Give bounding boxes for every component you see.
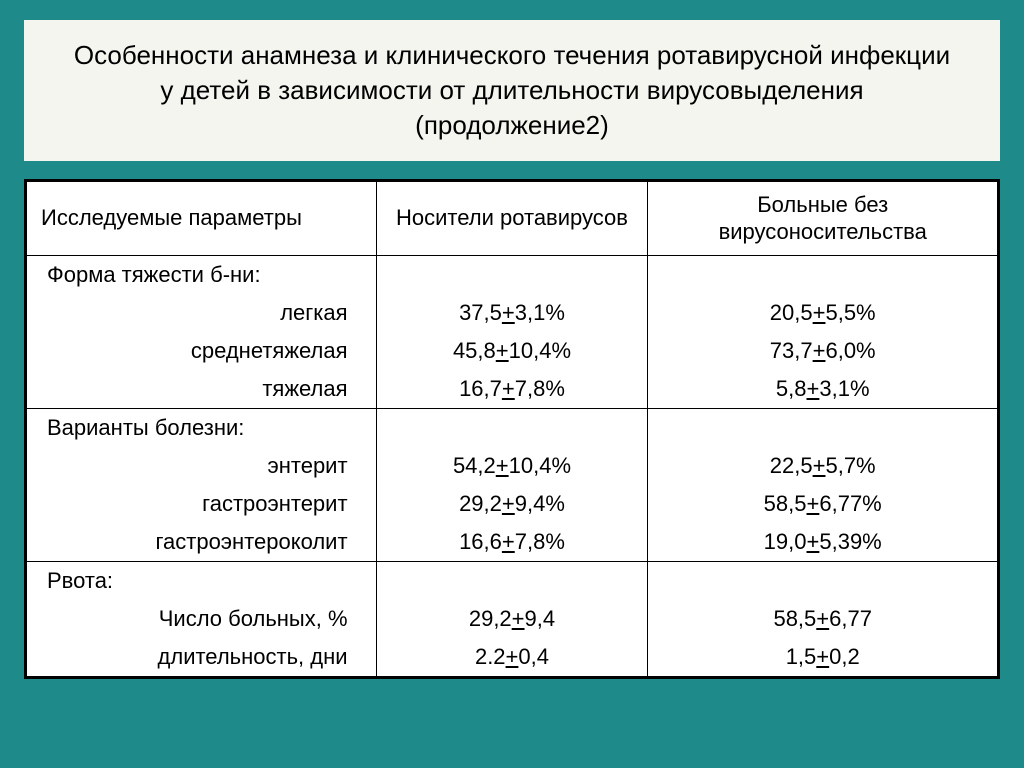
cell-no-carriers: 58,5+6,77 [648,600,998,638]
table-row: Варианты болезни: [27,409,998,448]
col-header-no-carriers: Больные без вирусоносительства [648,182,998,256]
data-table: Исследуемые параметры Носители ротавирус… [26,181,998,677]
table-row: энтерит 54,2+10,4% 22,5+5,7% [27,447,998,485]
group-header: Рвота: [27,562,377,601]
row-label: энтерит [27,447,377,485]
slide-title: Особенности анамнеза и клинического тече… [64,38,960,143]
table-header-row: Исследуемые параметры Носители ротавирус… [27,182,998,256]
row-label: гастроэнтероколит [27,523,377,562]
table-row: среднетяжелая 45,8+10,4% 73,7+6,0% [27,332,998,370]
col-header-carriers: Носители ротавирусов [376,182,648,256]
cell-empty [376,256,648,295]
cell-no-carriers: 19,0+5,39% [648,523,998,562]
row-label: тяжелая [27,370,377,409]
cell-no-carriers: 5,8+3,1% [648,370,998,409]
table-row: тяжелая 16,7+7,8% 5,8+3,1% [27,370,998,409]
cell-carriers: 16,7+7,8% [376,370,648,409]
cell-no-carriers: 22,5+5,7% [648,447,998,485]
cell-carriers: 29,2+9,4 [376,600,648,638]
cell-carriers: 54,2+10,4% [376,447,648,485]
cell-carriers: 45,8+10,4% [376,332,648,370]
table-row: Число больных, % 29,2+9,4 58,5+6,77 [27,600,998,638]
row-label: длительность, дни [27,638,377,677]
group-header: Форма тяжести б-ни: [27,256,377,295]
cell-no-carriers: 1,5+0,2 [648,638,998,677]
cell-no-carriers: 20,5+5,5% [648,294,998,332]
cell-empty [648,256,998,295]
cell-empty [376,562,648,601]
table-row: Рвота: [27,562,998,601]
col-header-params: Исследуемые параметры [27,182,377,256]
table-row: гастроэнтерит 29,2+9,4% 58,5+6,77% [27,485,998,523]
cell-carriers: 37,5+3,1% [376,294,648,332]
cell-empty [648,562,998,601]
table-row: гастроэнтероколит 16,6+7,8% 19,0+5,39% [27,523,998,562]
row-label: гастроэнтерит [27,485,377,523]
row-label: Число больных, % [27,600,377,638]
group-header: Варианты болезни: [27,409,377,448]
data-table-container: Исследуемые параметры Носители ротавирус… [24,179,1000,679]
table-row: Форма тяжести б-ни: [27,256,998,295]
cell-empty [376,409,648,448]
cell-no-carriers: 58,5+6,77% [648,485,998,523]
row-label: среднетяжелая [27,332,377,370]
cell-no-carriers: 73,7+6,0% [648,332,998,370]
cell-carriers: 16,6+7,8% [376,523,648,562]
cell-carriers: 2.2+0,4 [376,638,648,677]
slide-title-box: Особенности анамнеза и клинического тече… [24,20,1000,161]
cell-carriers: 29,2+9,4% [376,485,648,523]
row-label: легкая [27,294,377,332]
cell-empty [648,409,998,448]
table-row: длительность, дни 2.2+0,4 1,5+0,2 [27,638,998,677]
table-row: легкая 37,5+3,1% 20,5+5,5% [27,294,998,332]
